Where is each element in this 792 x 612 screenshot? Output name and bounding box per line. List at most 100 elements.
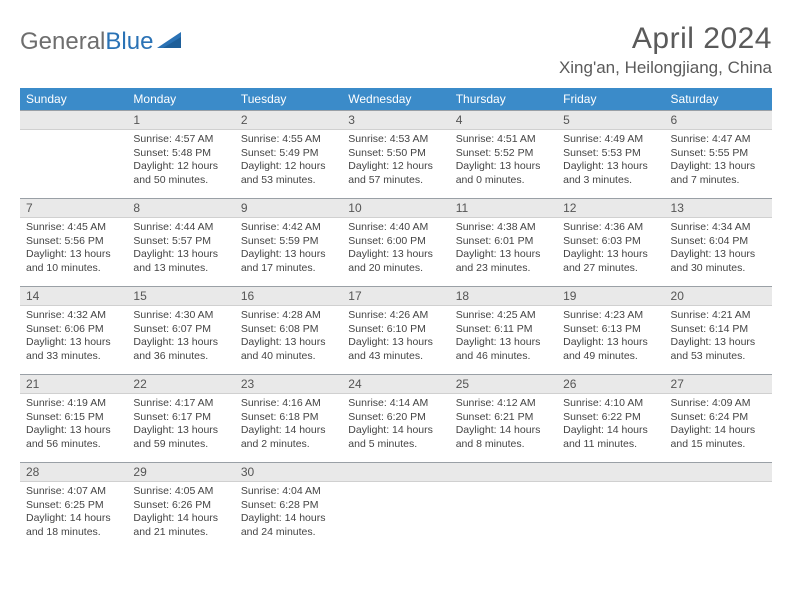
weekday-header-row: Sunday Monday Tuesday Wednesday Thursday…	[20, 88, 772, 110]
day-number: 30	[235, 462, 342, 482]
calendar-day-cell: 8Sunrise: 4:44 AMSunset: 5:57 PMDaylight…	[127, 198, 234, 286]
day-number: 1	[127, 110, 234, 130]
day-number: 12	[557, 198, 664, 218]
sunrise-line: Sunrise: 4:23 AM	[563, 309, 658, 323]
calendar-day-cell: 2Sunrise: 4:55 AMSunset: 5:49 PMDaylight…	[235, 110, 342, 198]
daylight-line: Daylight: 13 hours and 53 minutes.	[671, 336, 766, 363]
calendar-day-cell: 25Sunrise: 4:12 AMSunset: 6:21 PMDayligh…	[450, 374, 557, 462]
daylight-line: Daylight: 14 hours and 11 minutes.	[563, 424, 658, 451]
sunset-line: Sunset: 6:18 PM	[241, 411, 336, 425]
sunrise-line: Sunrise: 4:17 AM	[133, 397, 228, 411]
daylight-line: Daylight: 13 hours and 10 minutes.	[26, 248, 121, 275]
sunset-line: Sunset: 5:53 PM	[563, 147, 658, 161]
calendar-week-row: 7Sunrise: 4:45 AMSunset: 5:56 PMDaylight…	[20, 198, 772, 286]
day-number: 20	[665, 286, 772, 306]
calendar-day-cell: 4Sunrise: 4:51 AMSunset: 5:52 PMDaylight…	[450, 110, 557, 198]
daylight-line: Daylight: 13 hours and 23 minutes.	[456, 248, 551, 275]
calendar-day-cell: 15Sunrise: 4:30 AMSunset: 6:07 PMDayligh…	[127, 286, 234, 374]
calendar-day-cell: 3Sunrise: 4:53 AMSunset: 5:50 PMDaylight…	[342, 110, 449, 198]
day-number: 23	[235, 374, 342, 394]
calendar-day-cell: 12Sunrise: 4:36 AMSunset: 6:03 PMDayligh…	[557, 198, 664, 286]
calendar-day-cell: 13Sunrise: 4:34 AMSunset: 6:04 PMDayligh…	[665, 198, 772, 286]
sunset-line: Sunset: 6:00 PM	[348, 235, 443, 249]
calendar-day-cell: 23Sunrise: 4:16 AMSunset: 6:18 PMDayligh…	[235, 374, 342, 462]
day-body: Sunrise: 4:26 AMSunset: 6:10 PMDaylight:…	[342, 306, 449, 370]
calendar-day-cell	[665, 462, 772, 550]
day-body: Sunrise: 4:51 AMSunset: 5:52 PMDaylight:…	[450, 130, 557, 194]
calendar-day-cell: 26Sunrise: 4:10 AMSunset: 6:22 PMDayligh…	[557, 374, 664, 462]
sunrise-line: Sunrise: 4:09 AM	[671, 397, 766, 411]
sunset-line: Sunset: 6:08 PM	[241, 323, 336, 337]
day-number: 27	[665, 374, 772, 394]
calendar-day-cell: 17Sunrise: 4:26 AMSunset: 6:10 PMDayligh…	[342, 286, 449, 374]
day-number: 11	[450, 198, 557, 218]
calendar-week-row: 14Sunrise: 4:32 AMSunset: 6:06 PMDayligh…	[20, 286, 772, 374]
daylight-line: Daylight: 14 hours and 15 minutes.	[671, 424, 766, 451]
sunset-line: Sunset: 6:20 PM	[348, 411, 443, 425]
sunset-line: Sunset: 5:48 PM	[133, 147, 228, 161]
sunset-line: Sunset: 6:21 PM	[456, 411, 551, 425]
day-body: Sunrise: 4:09 AMSunset: 6:24 PMDaylight:…	[665, 394, 772, 458]
day-body: Sunrise: 4:42 AMSunset: 5:59 PMDaylight:…	[235, 218, 342, 282]
day-body: Sunrise: 4:21 AMSunset: 6:14 PMDaylight:…	[665, 306, 772, 370]
logo-triangle-icon	[157, 30, 183, 55]
calendar-day-cell: 16Sunrise: 4:28 AMSunset: 6:08 PMDayligh…	[235, 286, 342, 374]
day-number: 10	[342, 198, 449, 218]
day-number: 19	[557, 286, 664, 306]
sunrise-line: Sunrise: 4:07 AM	[26, 485, 121, 499]
calendar-day-cell: 24Sunrise: 4:14 AMSunset: 6:20 PMDayligh…	[342, 374, 449, 462]
day-body: Sunrise: 4:57 AMSunset: 5:48 PMDaylight:…	[127, 130, 234, 194]
sunrise-line: Sunrise: 4:28 AM	[241, 309, 336, 323]
sunset-line: Sunset: 5:57 PM	[133, 235, 228, 249]
daylight-line: Daylight: 13 hours and 7 minutes.	[671, 160, 766, 187]
day-body: Sunrise: 4:47 AMSunset: 5:55 PMDaylight:…	[665, 130, 772, 194]
calendar-day-cell: 9Sunrise: 4:42 AMSunset: 5:59 PMDaylight…	[235, 198, 342, 286]
logo-word1: General	[20, 28, 105, 55]
sunrise-line: Sunrise: 4:25 AM	[456, 309, 551, 323]
logo: GeneralBlue	[20, 22, 183, 56]
day-number: 25	[450, 374, 557, 394]
sunset-line: Sunset: 5:55 PM	[671, 147, 766, 161]
calendar-day-cell: 21Sunrise: 4:19 AMSunset: 6:15 PMDayligh…	[20, 374, 127, 462]
calendar-table: Sunday Monday Tuesday Wednesday Thursday…	[20, 88, 772, 550]
day-number: 24	[342, 374, 449, 394]
sunset-line: Sunset: 6:24 PM	[671, 411, 766, 425]
calendar-day-cell	[20, 110, 127, 198]
weekday-header: Wednesday	[342, 88, 449, 110]
day-body: Sunrise: 4:45 AMSunset: 5:56 PMDaylight:…	[20, 218, 127, 282]
day-number	[20, 110, 127, 130]
daylight-line: Daylight: 13 hours and 59 minutes.	[133, 424, 228, 451]
daylight-line: Daylight: 13 hours and 40 minutes.	[241, 336, 336, 363]
sunrise-line: Sunrise: 4:26 AM	[348, 309, 443, 323]
sunset-line: Sunset: 6:13 PM	[563, 323, 658, 337]
day-body: Sunrise: 4:28 AMSunset: 6:08 PMDaylight:…	[235, 306, 342, 370]
calendar-day-cell: 19Sunrise: 4:23 AMSunset: 6:13 PMDayligh…	[557, 286, 664, 374]
calendar-day-cell: 1Sunrise: 4:57 AMSunset: 5:48 PMDaylight…	[127, 110, 234, 198]
day-body: Sunrise: 4:14 AMSunset: 6:20 PMDaylight:…	[342, 394, 449, 458]
sunrise-line: Sunrise: 4:04 AM	[241, 485, 336, 499]
day-number: 18	[450, 286, 557, 306]
calendar-day-cell: 10Sunrise: 4:40 AMSunset: 6:00 PMDayligh…	[342, 198, 449, 286]
day-number: 4	[450, 110, 557, 130]
sunset-line: Sunset: 5:56 PM	[26, 235, 121, 249]
sunset-line: Sunset: 6:17 PM	[133, 411, 228, 425]
calendar-day-cell: 27Sunrise: 4:09 AMSunset: 6:24 PMDayligh…	[665, 374, 772, 462]
calendar-day-cell	[450, 462, 557, 550]
sunrise-line: Sunrise: 4:14 AM	[348, 397, 443, 411]
daylight-line: Daylight: 13 hours and 13 minutes.	[133, 248, 228, 275]
sunrise-line: Sunrise: 4:30 AM	[133, 309, 228, 323]
month-title: April 2024	[559, 22, 772, 56]
daylight-line: Daylight: 13 hours and 33 minutes.	[26, 336, 121, 363]
calendar-day-cell: 30Sunrise: 4:04 AMSunset: 6:28 PMDayligh…	[235, 462, 342, 550]
sunset-line: Sunset: 5:49 PM	[241, 147, 336, 161]
sunset-line: Sunset: 6:25 PM	[26, 499, 121, 513]
sunrise-line: Sunrise: 4:21 AM	[671, 309, 766, 323]
sunrise-line: Sunrise: 4:55 AM	[241, 133, 336, 147]
day-body: Sunrise: 4:49 AMSunset: 5:53 PMDaylight:…	[557, 130, 664, 194]
day-body: Sunrise: 4:40 AMSunset: 6:00 PMDaylight:…	[342, 218, 449, 282]
day-number: 26	[557, 374, 664, 394]
day-body: Sunrise: 4:53 AMSunset: 5:50 PMDaylight:…	[342, 130, 449, 194]
sunset-line: Sunset: 6:01 PM	[456, 235, 551, 249]
day-number	[450, 462, 557, 482]
daylight-line: Daylight: 14 hours and 8 minutes.	[456, 424, 551, 451]
